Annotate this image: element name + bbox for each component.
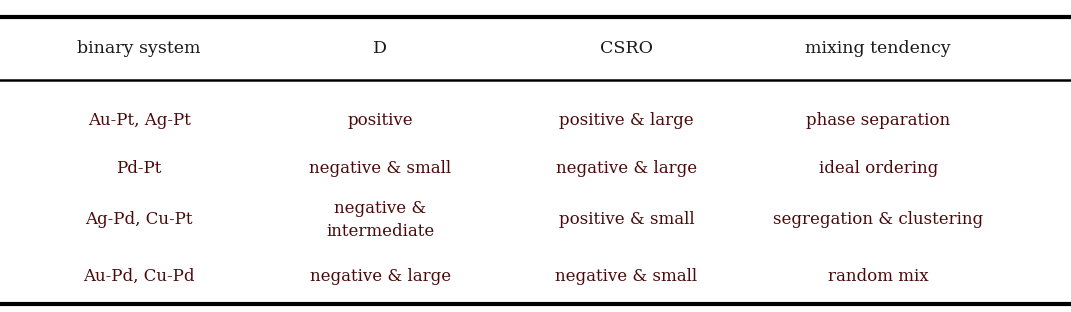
Text: ideal ordering: ideal ordering — [818, 160, 938, 177]
Text: Ag-Pd, Cu-Pt: Ag-Pd, Cu-Pt — [86, 212, 193, 228]
Text: Pd-Pt: Pd-Pt — [117, 160, 162, 177]
Text: positive: positive — [347, 112, 413, 129]
Text: negative & small: negative & small — [310, 160, 451, 177]
Text: negative &
intermediate: negative & intermediate — [326, 200, 435, 240]
Text: negative & large: negative & large — [310, 268, 451, 285]
Text: positive & small: positive & small — [559, 212, 694, 228]
Text: Au-Pt, Ag-Pt: Au-Pt, Ag-Pt — [88, 112, 191, 129]
Text: segregation & clustering: segregation & clustering — [773, 212, 983, 228]
Text: mixing tendency: mixing tendency — [805, 40, 951, 57]
Text: phase separation: phase separation — [806, 112, 950, 129]
Text: positive & large: positive & large — [559, 112, 694, 129]
Text: Au-Pd, Cu-Pd: Au-Pd, Cu-Pd — [84, 268, 195, 285]
Text: random mix: random mix — [828, 268, 929, 285]
Text: D: D — [373, 40, 388, 57]
Text: negative & small: negative & small — [556, 268, 697, 285]
Text: negative & large: negative & large — [556, 160, 697, 177]
Text: CSRO: CSRO — [600, 40, 653, 57]
Text: binary system: binary system — [77, 40, 201, 57]
